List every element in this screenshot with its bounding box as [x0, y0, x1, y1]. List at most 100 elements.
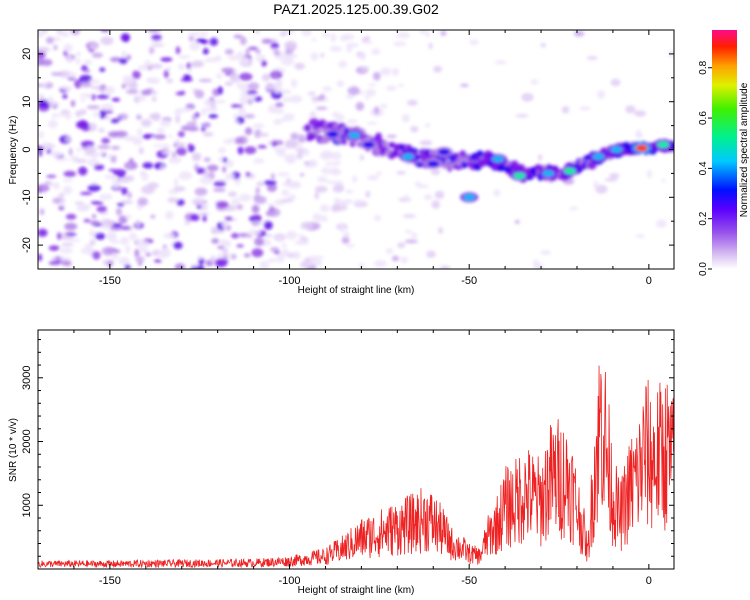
- spectrogram-noise-cell: [96, 94, 110, 100]
- spectrogram-noise-cell: [329, 45, 342, 52]
- spectrogram-noise-cell: [438, 227, 444, 234]
- spectrogram-noise-cell: [48, 261, 61, 265]
- spectrogram-noise-cell: [646, 169, 653, 179]
- spectrogram-noise-cell: [110, 118, 120, 124]
- spectrogram-noise-cell: [251, 204, 260, 214]
- spectrogram-noise-cell: [188, 36, 195, 42]
- spectrogram-noise-cell: [177, 131, 185, 138]
- spectrogram-noise-cell: [273, 251, 281, 255]
- spectrogram-noise-cell: [404, 239, 418, 244]
- spectrogram-noise-cell: [137, 197, 148, 206]
- spectrogram-noise-cell: [245, 172, 251, 177]
- spectrogram-noise-cell: [282, 242, 287, 249]
- spectrogram-blob: [463, 194, 476, 201]
- spectrogram-noise-cell: [141, 172, 149, 181]
- spectrogram-noise-cell: [60, 109, 70, 114]
- spectrogram-noise-cell: [261, 60, 267, 67]
- spectrogram-noise-cell: [79, 93, 93, 98]
- spectrogram-blob: [542, 170, 555, 177]
- spectrogram-noise-cell: [135, 240, 149, 249]
- spectrogram-noise-cell: [251, 248, 264, 258]
- spectrogram-noise-cell: [391, 68, 400, 76]
- spectrogram-noise-cell: [61, 260, 72, 266]
- spectrogram-noise-cell: [209, 37, 218, 46]
- spectrogram-noise-cell: [355, 101, 365, 111]
- spectrogram-noise-cell: [137, 128, 143, 137]
- spectrogram-noise-cell: [359, 52, 367, 61]
- spectrogram-noise-cell: [397, 32, 410, 39]
- spectrogram-noise-cell: [112, 169, 127, 177]
- spectrogram-noise-cell: [175, 114, 180, 124]
- spectrogram-noise-cell: [63, 170, 77, 178]
- spectrogram-noise-cell: [80, 82, 92, 88]
- spectrogram-noise-cell: [341, 33, 355, 41]
- spectrogram-noise-cell: [68, 147, 73, 156]
- spectrogram-noise-cell: [208, 113, 218, 119]
- spectrogram-noise-cell: [373, 214, 382, 221]
- spectrogram-noise-cell: [231, 198, 240, 205]
- spectrogram-noise-layer: [38, 30, 674, 269]
- spectrogram-noise-cell: [117, 202, 125, 207]
- spectrogram-noise-cell: [80, 98, 86, 103]
- spectrogram-noise-cell: [346, 44, 353, 53]
- spectrogram-noise-cell: [175, 46, 181, 55]
- snr-line-layer: [38, 365, 674, 569]
- spectrogram-noise-cell: [245, 48, 250, 56]
- spectrogram-noise-cell: [419, 140, 433, 146]
- spectrogram-noise-cell: [285, 139, 299, 147]
- spectrogram-noise-cell: [330, 33, 337, 43]
- spectrogram-noise-cell: [189, 42, 201, 51]
- spectrogram-noise-cell: [266, 183, 277, 192]
- spectrogram-noise-cell: [304, 258, 312, 264]
- spectrogram-noise-cell: [55, 113, 70, 117]
- spectrogram-noise-cell: [214, 99, 226, 104]
- spectrogram-noise-cell: [48, 245, 60, 251]
- spectrogram-noise-cell: [244, 114, 256, 119]
- spectrogram-noise-cell: [83, 218, 91, 223]
- spectrogram-noise-cell: [609, 173, 620, 179]
- spectrogram-noise-cell: [194, 89, 205, 99]
- spectrogram-noise-cell: [202, 48, 209, 55]
- x-tick-label: -150: [99, 275, 121, 287]
- spectrogram-noise-cell: [325, 180, 339, 184]
- spectrogram-noise-cell: [70, 30, 80, 36]
- spectrogram-noise-cell: [313, 223, 321, 230]
- spectrogram-noise-cell: [371, 48, 381, 55]
- spectrogram-noise-cell: [257, 133, 269, 137]
- spectrogram-noise-cell: [285, 157, 296, 163]
- spectrogram-noise-cell: [128, 82, 138, 90]
- spectrogram-noise-cell: [156, 127, 165, 134]
- spectrogram-noise-cell: [279, 31, 287, 37]
- spectrogram-noise-cell: [38, 184, 50, 193]
- spectrogram-noise-cell: [133, 241, 138, 245]
- spectrogram-noise-cell: [294, 62, 306, 70]
- spectrogram-noise-cell: [69, 238, 81, 242]
- spectrogram-noise-cell: [330, 169, 342, 175]
- snr-ylabel: SNR (10 * v/v): [8, 418, 19, 482]
- spectrogram-noise-cell: [321, 151, 334, 158]
- spectrogram-noise-cell: [315, 106, 328, 111]
- spectrogram-noise-cell: [173, 241, 183, 250]
- spectrogram-noise-cell: [401, 113, 410, 123]
- spectrogram-noise-cell: [88, 79, 101, 84]
- spectrogram-noise-cell: [275, 102, 284, 108]
- spectrogram-noise-cell: [96, 88, 102, 93]
- spectrogram-noise-cell: [148, 113, 161, 120]
- spectrogram-noise-cell: [60, 31, 70, 38]
- spectrogram-noise-cell: [65, 55, 74, 64]
- spectrogram-noise-cell: [109, 240, 121, 244]
- spectrogram-noise-cell: [276, 172, 290, 177]
- spectrogram-noise-cell: [373, 106, 380, 115]
- spectrogram-noise-cell: [530, 79, 539, 85]
- spectrogram-noise-cell: [50, 257, 58, 261]
- spectrogram-noise-cell: [145, 252, 152, 257]
- spectrogram-noise-cell: [573, 30, 585, 37]
- spectrogram-noise-cell: [65, 233, 77, 237]
- spectrogram-noise-cell: [259, 260, 270, 269]
- spectrogram-noise-cell: [264, 84, 278, 90]
- spectrogram-noise-cell: [312, 213, 322, 222]
- spectrogram-noise-cell: [270, 173, 275, 180]
- colorbar: 0.0 0.2 0.4 0.6 0.8 Normalized spectral ampl…: [698, 30, 750, 276]
- spectrogram-noise-cell: [93, 164, 105, 171]
- spectrogram-noise-cell: [192, 196, 205, 206]
